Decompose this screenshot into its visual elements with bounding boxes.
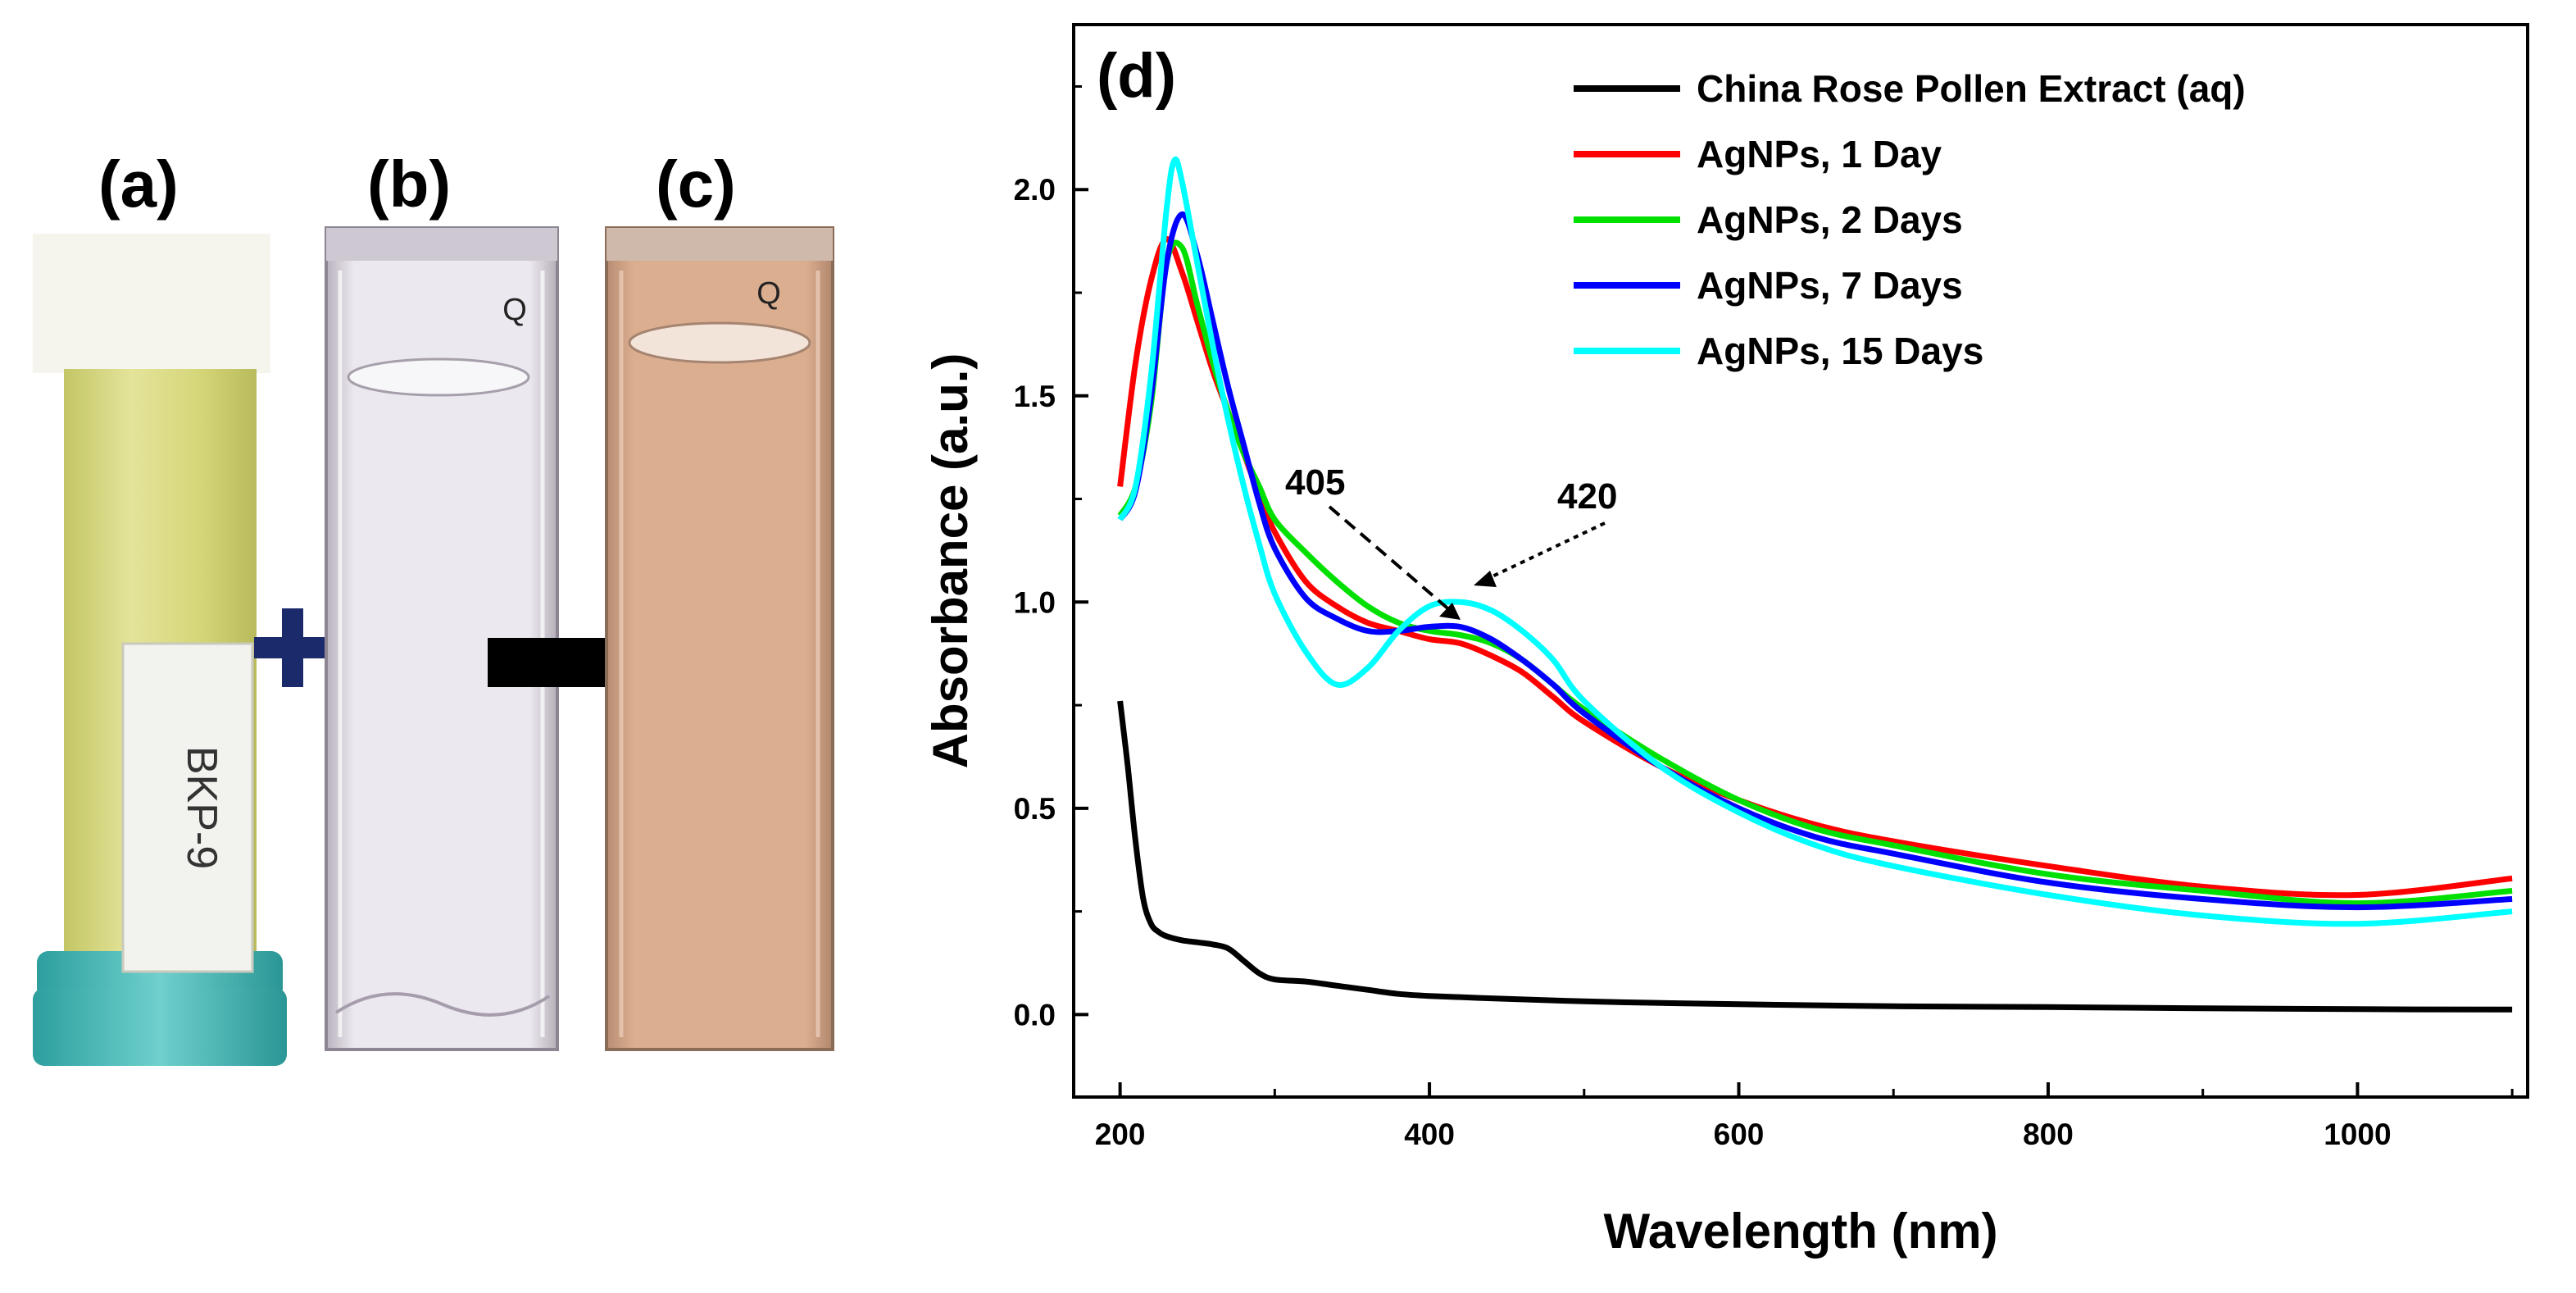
- legend-label: AgNPs, 15 Days: [1697, 330, 1983, 372]
- x-tick-label: 200: [1095, 1118, 1146, 1151]
- legend-item-agnps-15-days: AgNPs, 15 Days: [1574, 330, 1983, 372]
- legend-item-pollen-extract: China Rose Pollen Extract (aq): [1574, 67, 2246, 110]
- photo-panels: (a) (b) (c) BKP-9 Q: [33, 148, 834, 1066]
- x-tick-label: 400: [1404, 1118, 1455, 1151]
- chart-panel-d: (d) 0.0 0.5 1.0 1.5 2.0 200 400 600 800 1000 Abs…: [923, 23, 2529, 1259]
- agnps-cuvette: Q: [605, 226, 834, 1051]
- y-tick-label: 2.0: [1014, 173, 1056, 207]
- plus-icon: [254, 608, 332, 687]
- y-axis-title: Absorbance (a.u.): [923, 353, 978, 769]
- legend-label: China Rose Pollen Extract (aq): [1697, 67, 2246, 110]
- series-line-0: [1117, 700, 2513, 1013]
- annotations: 405 420: [1285, 462, 1617, 620]
- panel-label-d: (d): [1097, 41, 1176, 111]
- y-tick-label: 0.0: [1014, 998, 1056, 1031]
- panel-label-b: (b): [367, 148, 451, 221]
- cuvette-c-mark: Q: [756, 276, 781, 311]
- annotation-405-arrow: [1328, 505, 1459, 618]
- x-tick-label: 1000: [2324, 1118, 2391, 1151]
- series-line-2: [1117, 239, 2513, 907]
- cuvette-b-mark: Q: [502, 293, 527, 327]
- series-line-1: [1117, 236, 2513, 899]
- pollen-extract-tube: BKP-9: [33, 234, 287, 1066]
- legend-label: AgNPs, 2 Days: [1697, 198, 1963, 241]
- legend-item-agnps-1-day: AgNPs, 1 Day: [1574, 133, 1942, 175]
- x-axis-title: Wavelength (nm): [1603, 1204, 1997, 1259]
- annotation-420: 420: [1557, 476, 1617, 517]
- tube-sticker: [121, 642, 254, 973]
- y-tick-label: 1.0: [1014, 585, 1056, 619]
- legend: China Rose Pollen Extract (aq) AgNPs, 1 …: [1574, 67, 2246, 372]
- panel-label-a: (a): [98, 148, 179, 221]
- annotation-420-arrow: [1479, 521, 1606, 584]
- y-axis: 0.0 0.5 1.0 1.5 2.0: [1014, 84, 1088, 1031]
- annotation-420-arrowhead: [1474, 571, 1497, 587]
- legend-label: AgNPs, 1 Day: [1697, 133, 1942, 175]
- x-tick-label: 600: [1714, 1118, 1765, 1151]
- series-line-4: [1117, 156, 2513, 927]
- panel-label-c: (c): [656, 148, 736, 221]
- annotation-405-arrowhead: [1439, 603, 1461, 620]
- legend-item-agnps-7-days: AgNPs, 7 Days: [1574, 264, 1963, 307]
- x-axis: 200 400 600 800 1000: [1095, 1082, 2514, 1151]
- legend-item-agnps-2-days: AgNPs, 2 Days: [1574, 198, 1963, 241]
- tube-sticker-label: BKP-9: [178, 746, 225, 869]
- y-tick-label: 0.5: [1014, 792, 1056, 826]
- series-lines: [1117, 156, 2513, 1013]
- x-tick-label: 800: [2023, 1118, 2074, 1151]
- y-tick-label: 1.5: [1014, 380, 1056, 413]
- legend-label: AgNPs, 7 Days: [1697, 264, 1963, 307]
- annotation-405: 405: [1285, 462, 1345, 503]
